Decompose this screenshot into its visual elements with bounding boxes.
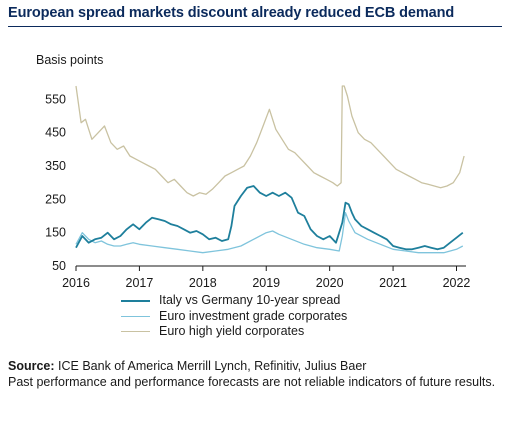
legend-item-italy-spread: Italy vs Germany 10-year spread — [121, 293, 347, 309]
source-note: Source: ICE Bank of America Merrill Lync… — [8, 358, 508, 390]
x-tick-label: 2019 — [252, 276, 280, 290]
line-chart: 50 150 250 350 450 550 2016 2017 2018 2019 2020 202… — [45, 85, 470, 290]
y-axis-unit-label: Basis points — [36, 53, 104, 67]
y-tick-label: 250 — [45, 192, 66, 206]
chart-axes: 50 150 250 350 450 550 2016 2017 2018 2019 2020 202… — [45, 92, 470, 290]
x-tick-label: 2020 — [316, 276, 344, 290]
legend-label-euro-hy: Euro high yield corporates — [159, 324, 305, 338]
source-label: Source: — [8, 359, 55, 373]
chart-series-layer — [75, 85, 465, 254]
x-tick-label: 2018 — [189, 276, 217, 290]
y-tick-label: 350 — [45, 159, 66, 173]
legend-label-euro-ig: Euro investment grade corporates — [159, 308, 348, 323]
source-line: Source: ICE Bank of America Merrill Lync… — [8, 358, 508, 374]
series-line-euro-hy — [75, 85, 465, 197]
legend-label-italy-spread: Italy vs Germany 10-year spread — [159, 293, 341, 307]
series-line-italy-spread — [75, 185, 464, 251]
x-tick-label: 2021 — [379, 276, 407, 290]
legend-item-euro-ig: Euro investment grade corporates — [121, 309, 347, 325]
x-tick-label: 2016 — [62, 276, 90, 290]
y-tick-label: 150 — [45, 226, 66, 240]
chart-legend: Italy vs Germany 10-year spread Euro inv… — [121, 293, 347, 340]
x-tick-label: 2022 — [443, 276, 471, 290]
legend-swatch-italy-spread — [121, 299, 150, 302]
legend-item-euro-hy: Euro high yield corporates — [121, 324, 347, 340]
disclaimer-text: Past performance and performance forecas… — [8, 375, 496, 389]
y-tick-label: 50 — [52, 259, 66, 273]
legend-swatch-euro-ig — [121, 315, 150, 317]
source-text: ICE Bank of America Merrill Lynch, Refin… — [54, 359, 367, 373]
legend-swatch-euro-hy — [121, 331, 150, 333]
series-line-euro-ig — [75, 212, 464, 254]
y-tick-label: 450 — [45, 126, 66, 140]
y-tick-label: 550 — [45, 92, 66, 106]
title-underline — [8, 26, 502, 27]
x-tick-label: 2017 — [126, 276, 154, 290]
chart-title: European spread markets discount already… — [8, 5, 455, 21]
